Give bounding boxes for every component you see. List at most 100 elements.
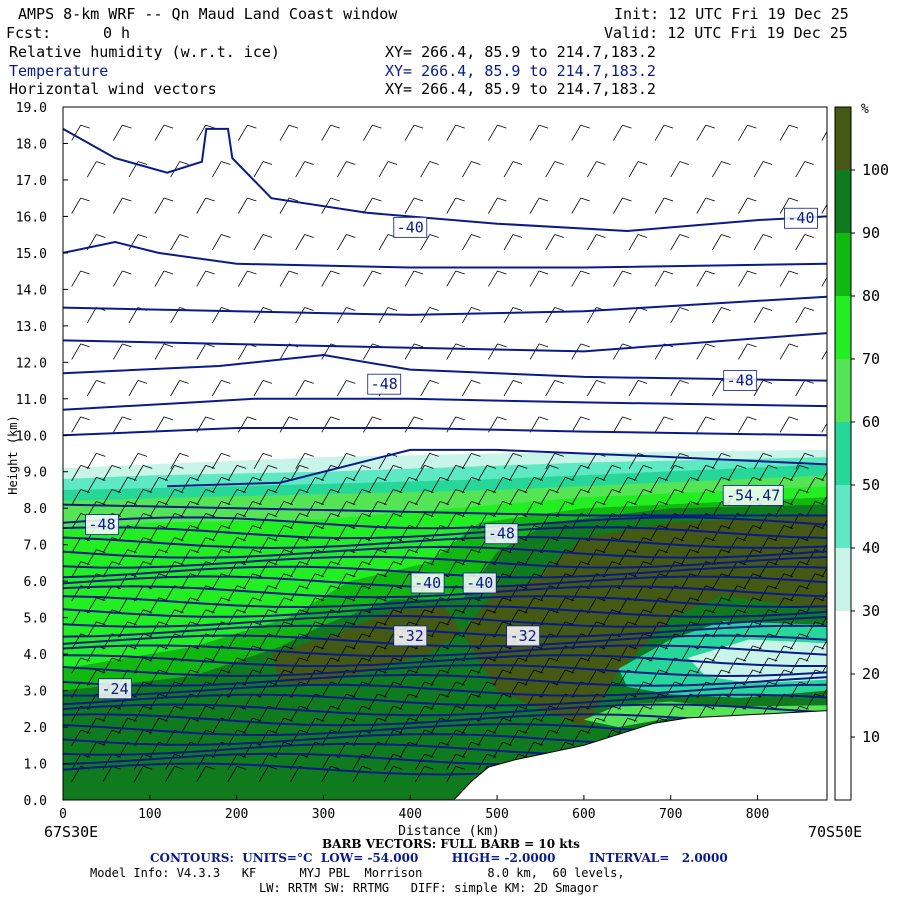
wind-barb [446,343,457,360]
wind-barb [399,669,410,686]
wind-barb [571,465,582,482]
wind-barb [133,754,144,770]
wind-barb [488,343,498,360]
wind-barb [415,489,425,506]
wind-barb [446,416,457,433]
wind-barb [102,465,113,482]
wind-barb [336,645,347,662]
wind-barb-flag [622,197,632,202]
wind-barb-flag [163,416,174,421]
wind-barb [86,161,97,178]
wind-barb [165,766,175,782]
wind-barb-flag [80,124,90,129]
wind-barb [743,645,754,662]
contour-label: -48 [723,370,758,391]
wind-barb [696,343,707,360]
wind-barb-flag [538,343,549,348]
wind-barb [649,501,660,518]
contour-label-text: -24 [102,680,129,698]
wind-barb [493,597,503,614]
isotherm [63,516,827,530]
y-tick-label: 9.0 [24,466,47,481]
wind-barb-flag [471,452,481,457]
wind-barb [712,234,722,251]
wind-barb-flag [643,464,653,469]
isotherm [63,397,827,411]
y-tick-label: 18.0 [16,137,47,152]
wind-barb [779,124,790,141]
wind-barb [86,477,97,494]
wind-barb-flag [721,307,731,311]
wind-barb [258,585,269,602]
wind-barb-flag [174,464,184,469]
wind-barb [587,161,597,178]
wind-barb [790,465,800,482]
wind-barb [404,270,415,287]
wind-barb [670,234,681,251]
wind-barb [430,669,441,686]
y-axis: 0.0 1.0 2.0 3.0 4.0 5.0 6.0 7.0 8.0 9.0 10.0 11.0 12… [16,101,68,809]
wind-barb [618,477,628,494]
wind-barb [540,489,550,506]
wind-barb-flag [361,765,372,770]
wind-barb [383,657,394,674]
wind-barb-flag [804,234,814,238]
wind-barb [404,197,415,214]
wind-barb [571,609,582,626]
y-tick-label: 11.0 [16,393,47,408]
wind-barb [133,465,144,482]
wind-barb-flag [304,307,314,311]
wind-barb [165,561,175,578]
wind-barb [633,489,644,506]
wind-barb [128,380,139,397]
wind-barb [790,489,800,506]
wind-barb [680,525,691,542]
wind-barb-flag [80,270,90,275]
wind-barb [743,621,754,638]
wind-barb [545,234,556,251]
wind-barb [821,276,827,287]
forecast-hour: 0 h [103,24,131,42]
wind-barb [628,380,639,397]
wind-barb [613,197,623,214]
wind-barb [383,561,394,578]
wind-barb [503,161,514,178]
wind-barb [805,501,816,518]
wind-barb [462,307,472,324]
wind-barb [71,489,82,506]
wind-barb [305,597,316,614]
wind-barb [618,693,628,710]
wind-barb-flag [247,124,257,129]
wind-barb [86,549,97,566]
wind-barb [211,307,222,324]
wind-barb [446,270,457,287]
wind-barb [165,681,175,698]
wind-barb-flag [143,464,153,469]
wind-barb [196,489,207,506]
wind-barb [71,537,82,554]
wind-barb-flag [413,343,424,348]
wind-barb [774,525,785,542]
wind-barb [618,549,628,566]
wind-barb [712,501,722,518]
isotherm [63,427,827,437]
wind-barb [128,453,139,470]
colorbar-bin [835,359,851,422]
wind-barb-flag [497,197,507,202]
wind-barb [274,693,285,710]
colorbar-bin [835,548,851,611]
wind-barb [790,609,800,626]
contour-label-text: -48 [727,372,754,390]
wind-barb [446,124,457,141]
wind-barb [743,525,754,542]
wind-barb [368,477,378,494]
contour-label-box [506,625,541,647]
wind-barb-flag [512,380,523,384]
contour-label: -48 [85,514,119,536]
contour-label-text: -32 [397,627,424,645]
wind-barb-flag [762,380,773,384]
wind-barb [493,717,503,734]
wind-barb [133,633,144,650]
wind-barb [180,669,191,686]
wind-barb [165,465,175,482]
